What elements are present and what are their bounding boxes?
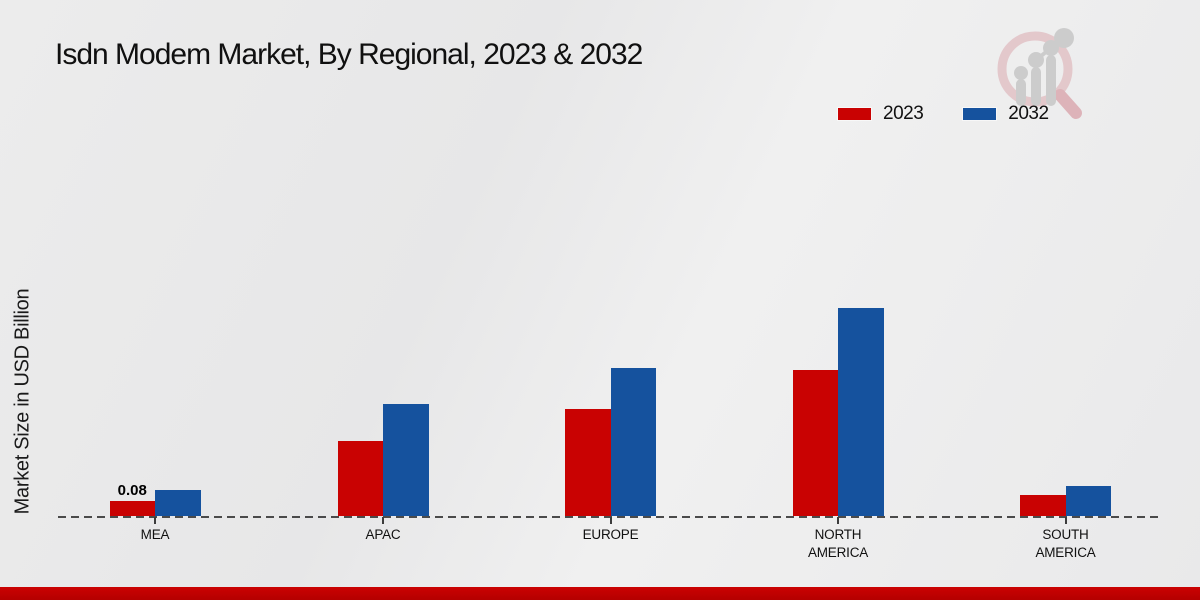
- bar-2023-europe: [565, 409, 611, 516]
- category-label-europe: EUROPE: [582, 527, 639, 542]
- bar-2023-north-america: [792, 369, 838, 516]
- data-label-2023-mea: 0.08: [117, 482, 147, 499]
- category-label-mea: MEA: [140, 527, 170, 542]
- bottom-accent-bar: [0, 587, 1200, 600]
- x-axis-tick-apac: [382, 517, 384, 524]
- legend-item-2032: 2032: [963, 103, 1049, 125]
- brand-logo-watermark: [997, 28, 1082, 119]
- bar-2032-europe: [610, 367, 656, 516]
- legend-label-2023: 2023: [883, 103, 924, 124]
- legend-label-2032: 2032: [1008, 103, 1049, 124]
- x-axis-tick-north-america: [837, 517, 839, 524]
- category-label-north-america: NORTH AMERICA: [807, 527, 869, 560]
- x-axis-tick-europe: [609, 517, 612, 524]
- x-axis-tick-south-america: [1064, 517, 1067, 524]
- legend-item-2023: 2023: [838, 103, 924, 125]
- x-axis-tick-mea: [154, 517, 156, 524]
- bar-2023-south-america: [1020, 495, 1066, 516]
- x-axis-baseline: [58, 516, 1158, 518]
- category-label-south-america: SOUTH AMERICA: [1035, 527, 1096, 560]
- bar-2023-mea: [109, 501, 155, 516]
- bar-2032-south-america: [1065, 486, 1111, 516]
- bar-2032-north-america: [838, 307, 884, 516]
- bar-2032-apac: [383, 403, 429, 516]
- bar-2023-apac: [337, 441, 383, 516]
- chart-title: Isdn Modem Market, By Regional, 2023 & 2…: [55, 38, 643, 71]
- growth-bars-icon: [1014, 28, 1074, 106]
- legend-swatch-2023: [838, 108, 871, 120]
- legend: 2023 2032: [838, 103, 1049, 125]
- bar-2032-mea: [155, 489, 201, 516]
- category-label-apac: APAC: [365, 527, 401, 542]
- legend-swatch-2032: [963, 108, 997, 120]
